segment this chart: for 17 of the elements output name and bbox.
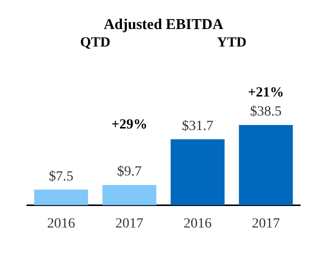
chart-title: Adjusted EBITDA — [104, 16, 224, 33]
x-tick-label: 2016 — [184, 216, 212, 232]
annotation: +29% — [111, 118, 148, 133]
text: YTD — [216, 36, 247, 51]
bar — [34, 190, 88, 206]
bar — [238, 125, 293, 206]
x-tick-label: 2017 — [252, 216, 280, 232]
text: QTD — [80, 36, 110, 51]
bar — [102, 185, 156, 206]
x-tick-label: 2016 — [47, 216, 76, 232]
data-label: $7.5 — [48, 169, 74, 184]
bar — [170, 139, 225, 206]
text: +21% — [248, 86, 284, 101]
data-label: $9.7 — [117, 164, 142, 180]
data-label: $38.5 — [250, 104, 282, 120]
x-tick-label: 2017 — [115, 216, 144, 232]
data-label: $31.7 — [182, 118, 214, 134]
